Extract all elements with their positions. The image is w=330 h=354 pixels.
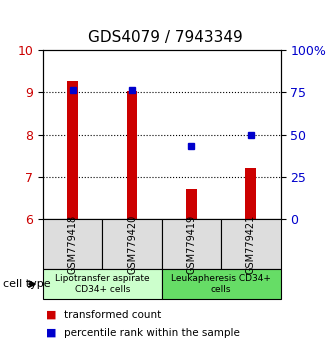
Text: ■: ■	[46, 328, 57, 338]
Text: percentile rank within the sample: percentile rank within the sample	[64, 328, 240, 338]
Bar	[67, 81, 78, 219]
Text: GSM779419: GSM779419	[186, 215, 196, 274]
Bar	[186, 189, 197, 219]
Text: Lipotransfer aspirate
CD34+ cells: Lipotransfer aspirate CD34+ cells	[55, 274, 149, 294]
Text: GSM779420: GSM779420	[127, 215, 137, 274]
Text: GSM779418: GSM779418	[68, 215, 78, 274]
Bar	[246, 168, 256, 219]
Text: transformed count: transformed count	[64, 310, 162, 320]
Bar	[127, 91, 137, 219]
Text: GDS4079 / 7943349: GDS4079 / 7943349	[88, 30, 242, 45]
Text: ■: ■	[46, 310, 57, 320]
Text: Leukapheresis CD34+
cells: Leukapheresis CD34+ cells	[171, 274, 271, 294]
Text: cell type: cell type	[3, 279, 51, 289]
Text: GSM779421: GSM779421	[246, 215, 256, 274]
